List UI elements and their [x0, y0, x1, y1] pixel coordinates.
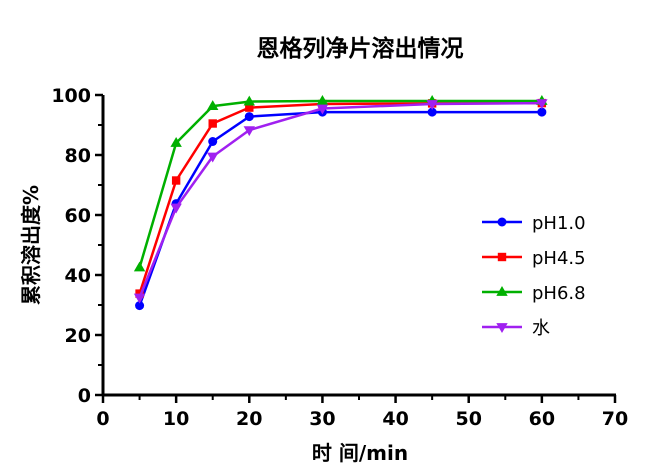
data-point	[427, 107, 437, 117]
data-point	[207, 100, 219, 110]
x-tick-label: 10	[163, 408, 189, 430]
legend-item: pH1.0	[482, 213, 586, 234]
data-point	[243, 126, 255, 137]
series-0	[135, 107, 547, 311]
y-tick-label: 20	[65, 325, 91, 347]
data-point	[496, 286, 508, 296]
data-point	[135, 301, 145, 311]
data-point	[426, 100, 438, 110]
series-line	[138, 110, 542, 307]
legend-label: pH1.0	[532, 213, 586, 234]
data-point	[170, 137, 182, 147]
data-point	[208, 119, 217, 128]
x-tick-label: 60	[529, 408, 555, 430]
y-tick-label: 40	[65, 265, 91, 287]
x-tick-label: 20	[236, 408, 262, 430]
data-point	[135, 289, 144, 298]
series-line	[138, 101, 542, 294]
data-point	[316, 104, 329, 115]
series-line	[138, 101, 542, 298]
series-2	[133, 95, 548, 272]
chart-title: 恩格列净片溶出情况	[257, 35, 464, 62]
legend-item: pH6.8	[482, 283, 586, 304]
data-point	[537, 107, 547, 117]
legend-label: pH6.8	[532, 283, 586, 304]
data-point	[244, 112, 254, 122]
x-tick-label: 0	[96, 408, 109, 430]
data-point	[243, 95, 255, 106]
data-point	[170, 203, 182, 214]
data-point	[171, 176, 181, 185]
data-point	[497, 252, 507, 262]
data-point	[207, 152, 219, 163]
legend-item: 水	[482, 318, 550, 339]
series-3	[133, 99, 548, 304]
y-tick-label: 60	[65, 205, 91, 227]
legend-label: pH4.5	[532, 248, 586, 269]
y-tick-label: 100	[51, 85, 91, 107]
series-line	[138, 99, 542, 268]
series-1	[135, 98, 547, 298]
data-point	[316, 95, 329, 105]
data-point	[497, 217, 507, 227]
y-axis-label: 累积溶出度%	[19, 185, 43, 305]
x-axis-label: 时 间/min	[312, 441, 408, 465]
x-tick-label: 40	[382, 408, 408, 430]
y-tick-label: 80	[65, 145, 91, 167]
axes: 0 10 20 30 40 50 60 70 0 20 40 60 80 100	[51, 85, 628, 430]
data-point	[133, 261, 146, 272]
legend-label: 水	[532, 318, 550, 339]
data-point	[133, 293, 146, 304]
x-tick-label: 70	[602, 408, 628, 430]
y-tick-label: 0	[78, 385, 91, 407]
legend-item: pH4.5	[482, 248, 586, 269]
series-group	[133, 95, 548, 311]
data-point	[208, 137, 218, 146]
legend: pH1.0 pH4.5 pH6.8 水	[482, 213, 586, 339]
data-point	[496, 323, 508, 333]
x-tick-label: 30	[309, 408, 335, 430]
x-tick-label: 50	[455, 408, 481, 430]
data-point	[536, 99, 548, 110]
data-point	[245, 103, 254, 112]
